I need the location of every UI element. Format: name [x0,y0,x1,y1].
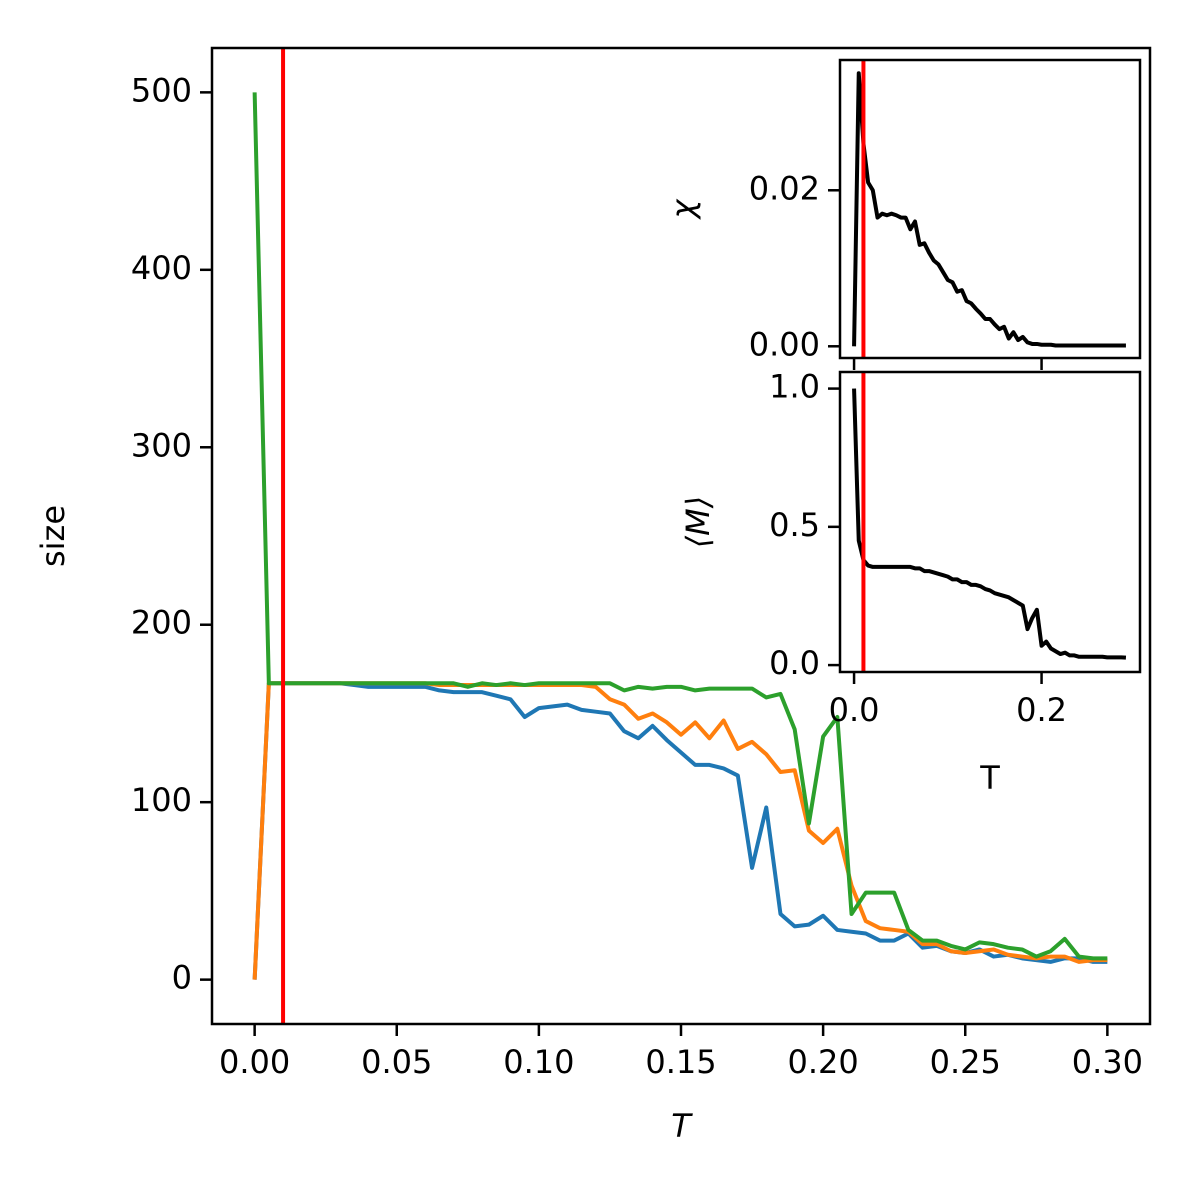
plot-background [840,372,1140,672]
x-tick-label: 0.10 [503,1043,574,1081]
y-tick-label: 300 [131,426,192,464]
axes-frame [838,370,1142,674]
y-tick-label: 1.0 [769,368,820,406]
data-line [852,388,1127,660]
y-tick-label: 200 [131,604,192,642]
x-tick-label: 0.05 [361,1043,432,1081]
data-line [852,71,1126,348]
y-tick-label: 0.02 [749,169,820,207]
plot-background [840,60,1140,358]
data-line [252,92,1108,961]
axes-frame [838,58,1142,360]
y-tick-label: 0.5 [769,506,820,544]
x-tick-label: 0.15 [645,1043,716,1081]
y-axis-label: χ [664,198,702,220]
y-tick-label: 0.00 [749,325,820,363]
plot-area [852,372,1127,672]
y-tick-label: 100 [131,781,192,819]
plot-area [252,48,1108,1024]
x-axis-label: T [671,1107,693,1145]
y-tick-label: 0 [172,959,192,997]
x-tick-label: 0.20 [787,1043,858,1081]
x-tick-label: 0.00 [219,1043,290,1081]
x-axis-label: T [979,759,1000,797]
y-tick-label: 500 [131,71,192,109]
x-tick-label: 0.30 [1072,1043,1143,1081]
plot-area [852,60,1126,358]
y-axis-label: ⟨M⟩ [679,496,717,549]
y-axis-label: size [34,505,72,567]
x-tick-label: 0.0 [829,691,880,729]
y-tick-label: 400 [131,249,192,287]
x-tick-label: 0.25 [930,1043,1001,1081]
x-tick-label: 0.2 [1016,691,1067,729]
y-tick-label: 0.0 [769,644,820,682]
